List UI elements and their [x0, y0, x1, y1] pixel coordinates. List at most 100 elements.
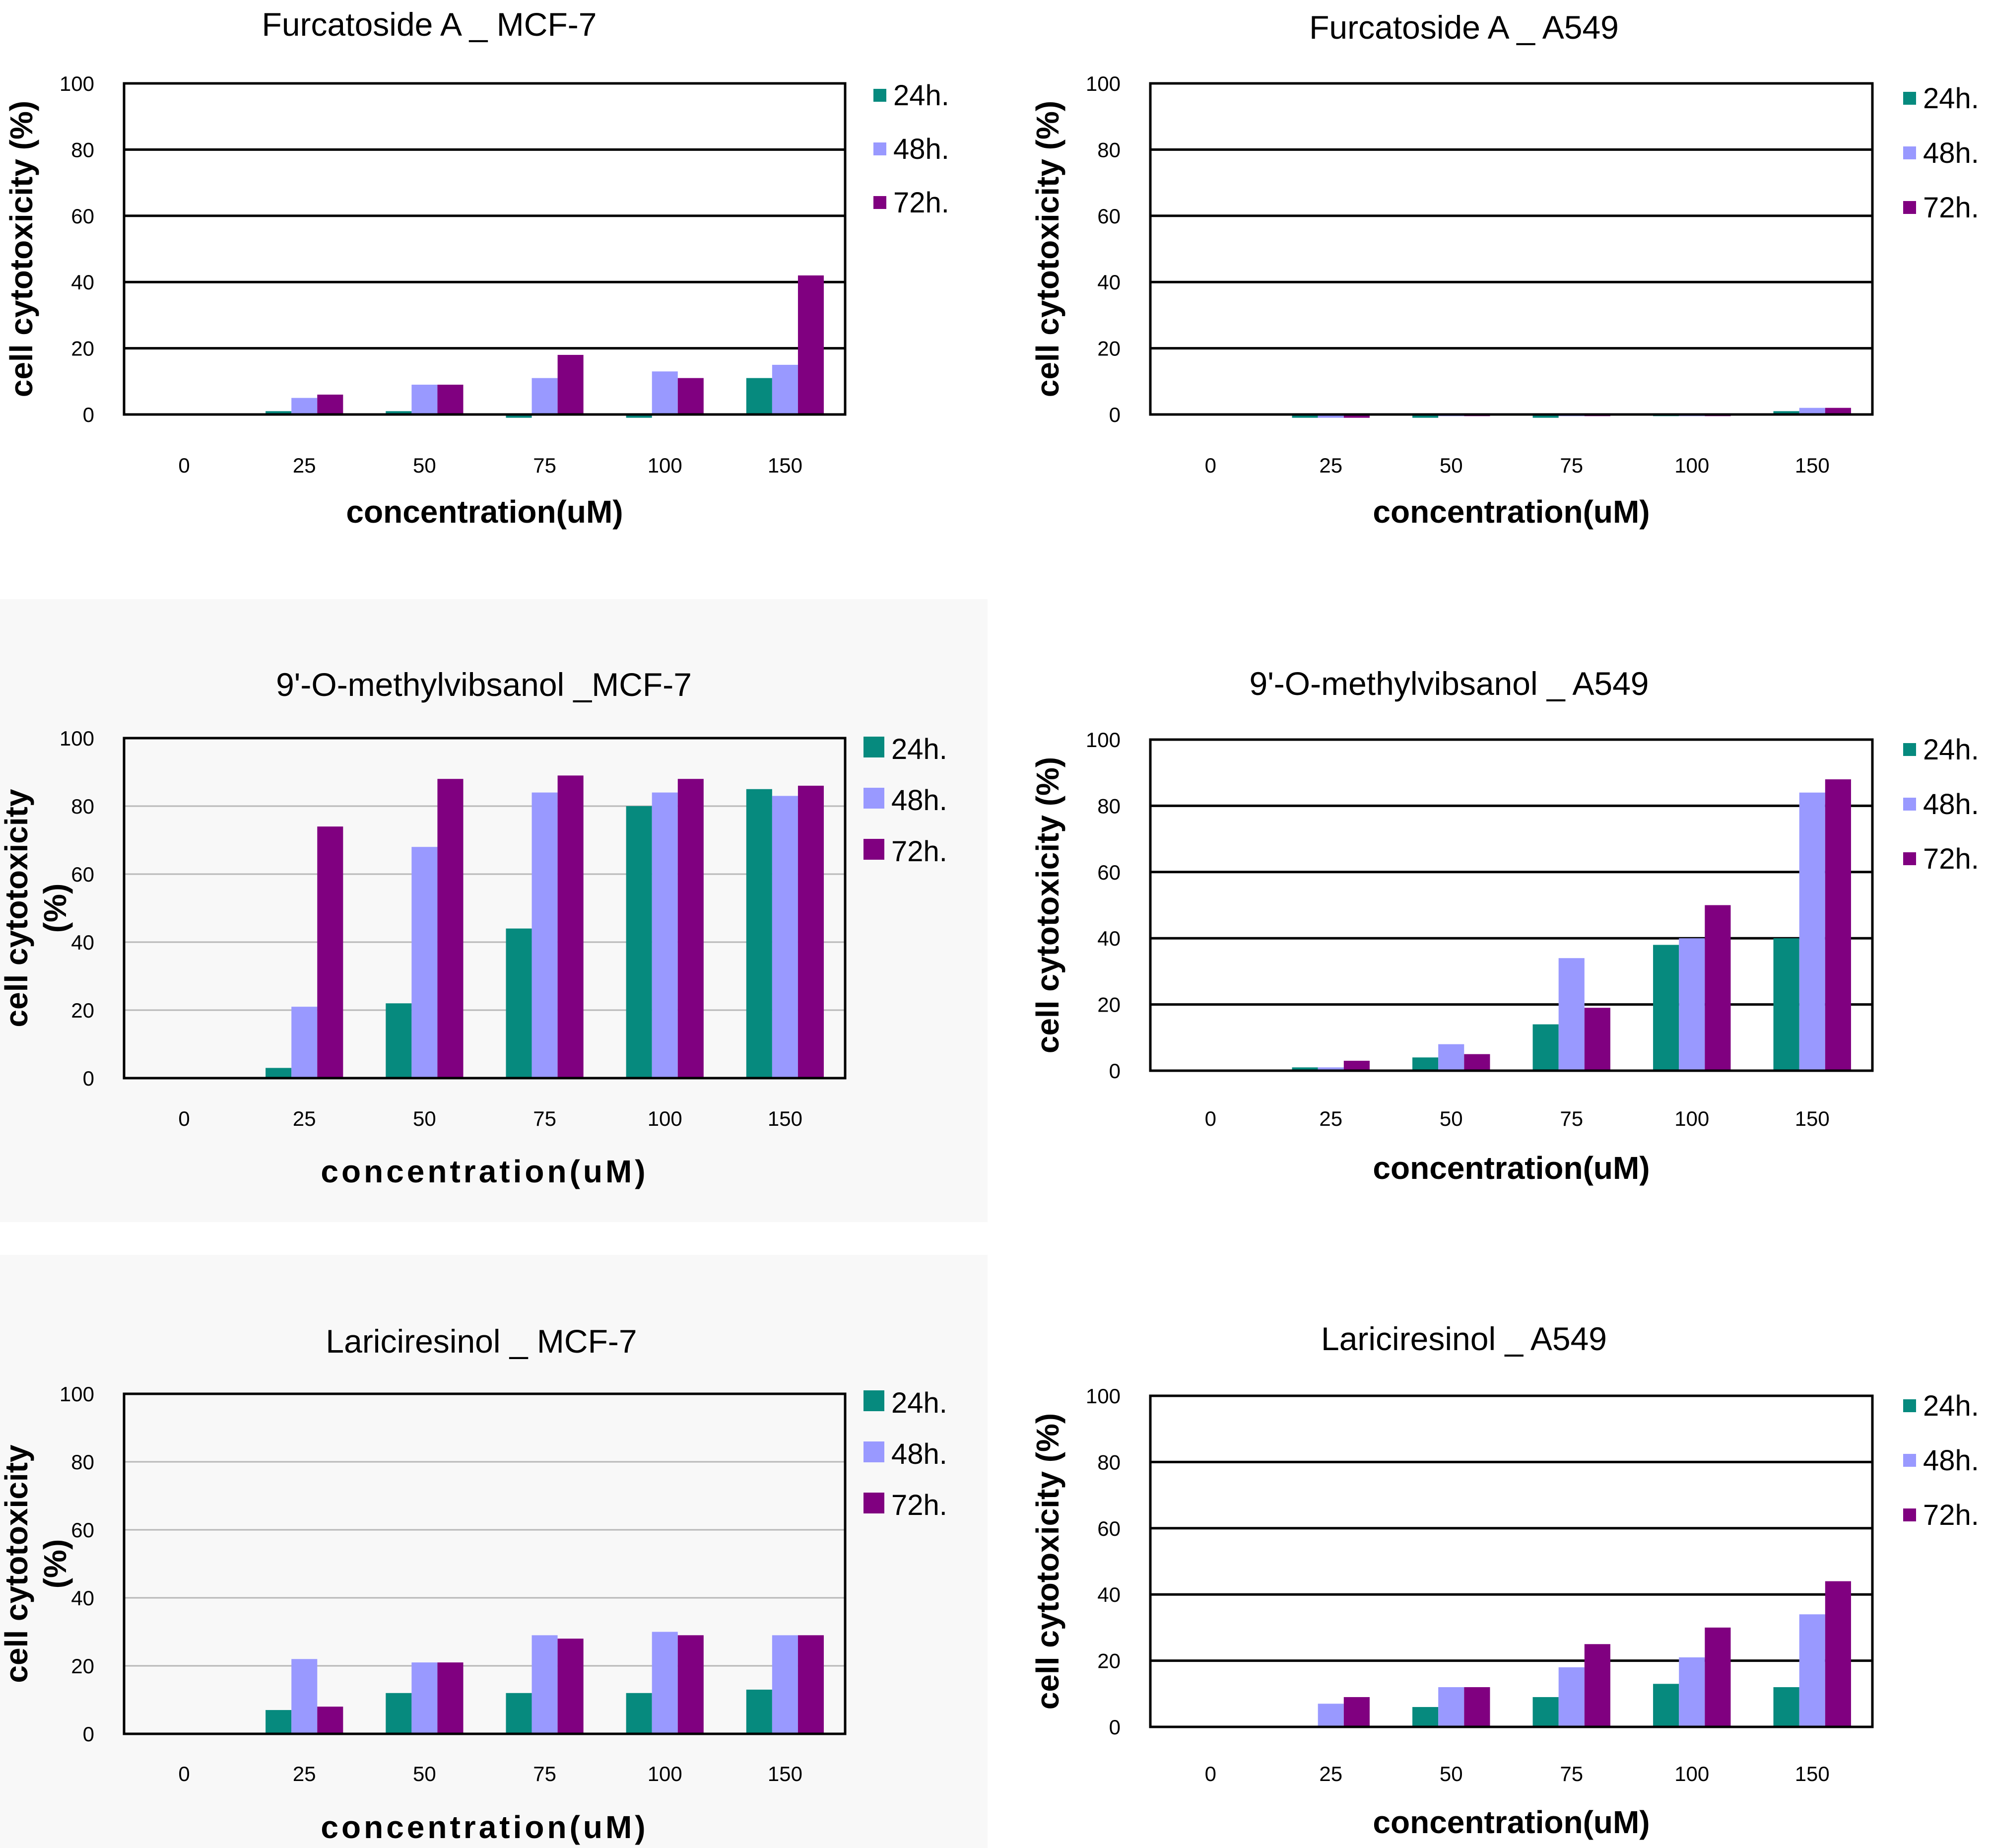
- bar-24h: [1773, 938, 1799, 1071]
- x-tick-label: 25: [293, 454, 316, 477]
- y-tick-label: 0: [1109, 403, 1121, 426]
- legend-swatch-24h: [1903, 1399, 1916, 1412]
- bar-72h: [797, 785, 824, 1078]
- bar-72h: [677, 378, 704, 414]
- bar-48h: [652, 1632, 678, 1734]
- x-tick-label: 100: [648, 454, 682, 477]
- y-axis-title: cell cytotoxicity (%): [3, 101, 39, 398]
- x-axis-title: concentration(uM): [321, 1154, 648, 1189]
- x-tick-label: 150: [1795, 1762, 1830, 1785]
- bar-24h: [1653, 1684, 1679, 1727]
- bar-72h: [557, 1639, 584, 1734]
- y-tick-label: 0: [1109, 1059, 1121, 1083]
- chart-title: 9'-O-methylvibsanol _ A549: [1249, 665, 1649, 702]
- x-tick-label: 100: [648, 1762, 682, 1785]
- legend-swatch-72h: [873, 196, 886, 209]
- bar-48h: [411, 847, 438, 1078]
- legend-swatch-24h: [1903, 92, 1916, 105]
- x-tick-label: 100: [1674, 1107, 1709, 1130]
- legend-swatch-24h: [863, 1390, 884, 1411]
- bar-24h: [265, 1068, 292, 1078]
- bar-72h: [437, 779, 464, 1078]
- chart-3: 0 20 40 60 80 100 0 25 50 75 100 150 9'-O-methylvibs…: [0, 666, 947, 1189]
- legend-swatch-72h: [1903, 1508, 1916, 1521]
- x-tick-label: 50: [1440, 454, 1463, 477]
- x-axis-title: concentration(uM): [1373, 1804, 1650, 1840]
- bar-72h: [437, 1662, 464, 1734]
- x-tick-label: 75: [1560, 1762, 1583, 1785]
- bar-48h: [531, 1635, 558, 1734]
- bar-48h: [291, 1659, 318, 1734]
- y-tick-label: 20: [1097, 993, 1121, 1017]
- plot-frame: [123, 82, 847, 416]
- x-tick-label: 0: [178, 1107, 190, 1130]
- legend-label: 48h.: [1923, 1444, 1979, 1477]
- y-axis-title: cell cytotoxicity (%): [1030, 757, 1065, 1054]
- bar-72h: [557, 775, 584, 1078]
- y-tick-label: 100: [1086, 728, 1121, 752]
- bar-24h: [506, 414, 532, 418]
- bar-24h: [1532, 1697, 1559, 1727]
- y-tick-label: 20: [71, 999, 94, 1022]
- bar-48h: [772, 796, 798, 1078]
- y-axis-title: cell cytotoxicity(%): [0, 1444, 73, 1683]
- bar-24h: [386, 1003, 412, 1078]
- chart-4: 0 20 40 60 80 100 0 25 50 75 100 150 9'-O-methylvibs…: [1030, 665, 1979, 1186]
- bar-72h: [1584, 1008, 1610, 1071]
- bar-48h: [1318, 1067, 1344, 1071]
- bar-24h: [1412, 1057, 1439, 1071]
- x-tick-label: 150: [1795, 454, 1830, 477]
- bar-48h: [772, 1635, 798, 1734]
- x-tick-label: 150: [768, 1107, 802, 1130]
- bar-72h: [317, 1707, 343, 1734]
- bar-48h: [531, 792, 558, 1078]
- chart-title: Furcatoside A _ MCF-7: [262, 6, 597, 43]
- x-tick-label: 75: [533, 1762, 556, 1785]
- y-tick-label: 40: [71, 931, 94, 954]
- legend-label: 48h.: [891, 784, 947, 817]
- plot-frame: [123, 737, 847, 1080]
- bar-48h: [1558, 1667, 1585, 1727]
- bar-24h: [1292, 1067, 1318, 1071]
- bar-48h: [1679, 1657, 1705, 1727]
- bar-24h: [1292, 414, 1318, 418]
- y-tick-label: 20: [71, 337, 94, 360]
- legend-swatch-24h: [1903, 743, 1916, 756]
- x-tick-label: 75: [533, 454, 556, 477]
- legend-swatch-48h: [863, 1441, 884, 1462]
- x-tick-label: 50: [1440, 1107, 1463, 1130]
- y-tick-label: 0: [83, 403, 94, 426]
- bar-48h: [291, 398, 318, 414]
- y-axis-title: cell cytotoxicity (%): [1030, 1413, 1065, 1710]
- legend-swatch-48h: [1903, 1454, 1916, 1467]
- bar-72h: [437, 384, 464, 414]
- legend-label: 48h.: [1923, 137, 1979, 169]
- chart-title: 9'-O-methylvibsanol _MCF-7: [276, 666, 692, 703]
- legend-swatch-72h: [863, 839, 884, 860]
- bar-72h: [677, 1635, 704, 1734]
- bar-24h: [1773, 1687, 1799, 1727]
- y-tick-label: 0: [83, 1722, 94, 1746]
- y-tick-label: 100: [60, 72, 94, 95]
- plot-frame: [1149, 1394, 1874, 1728]
- plot-frame: [123, 1392, 847, 1735]
- x-axis-title: concentration(uM): [1373, 1150, 1650, 1186]
- chart-title: Lariciresinol _ A549: [1321, 1320, 1607, 1357]
- y-tick-label: 60: [71, 1518, 94, 1542]
- x-axis-title: concentration(uM): [346, 494, 623, 530]
- legend-swatch-72h: [863, 1493, 884, 1513]
- legend-label: 24h.: [1923, 1390, 1979, 1422]
- bar-24h: [746, 1689, 772, 1734]
- y-tick-label: 80: [1097, 138, 1121, 161]
- bar-72h: [1464, 1687, 1490, 1727]
- legend-label: 48h.: [893, 133, 949, 165]
- chart-6: 0 20 40 60 80 100 0 25 50 75 100 150 Lariciresinol _…: [1030, 1320, 1979, 1840]
- y-tick-label: 40: [1097, 1583, 1121, 1606]
- bar-48h: [652, 371, 678, 414]
- x-tick-label: 0: [1205, 1762, 1216, 1785]
- y-tick-label: 80: [1097, 794, 1121, 818]
- bar-72h: [677, 779, 704, 1078]
- bar-72h: [1825, 408, 1851, 414]
- x-tick-label: 50: [413, 454, 436, 477]
- legend-label: 24h.: [891, 733, 947, 765]
